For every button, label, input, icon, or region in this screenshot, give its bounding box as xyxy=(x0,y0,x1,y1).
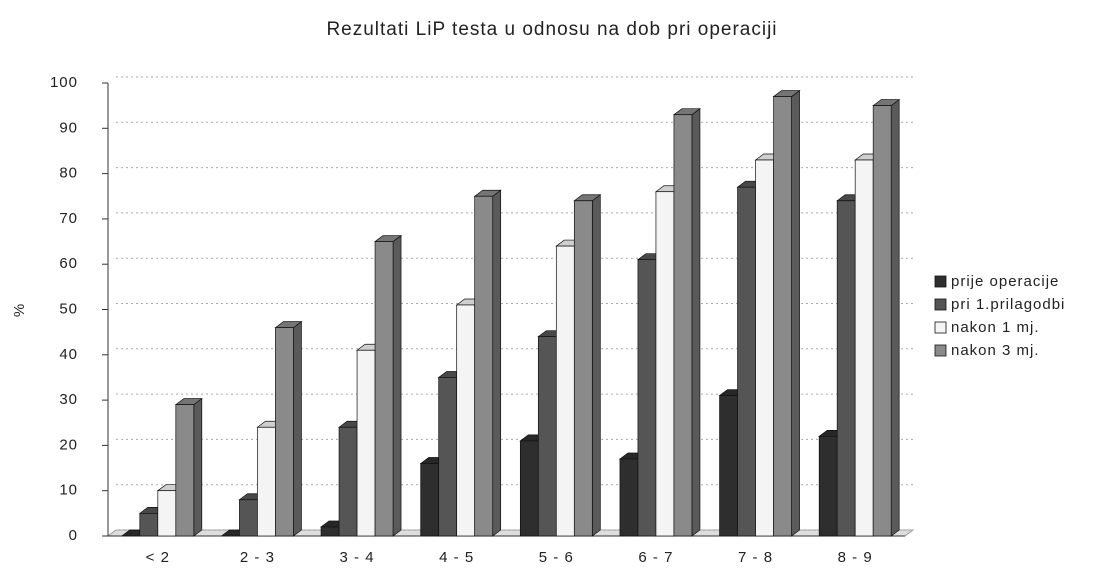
x-tick-label: 3 - 4 xyxy=(340,549,375,566)
y-tick-label: 100 xyxy=(50,74,78,91)
bar-side xyxy=(890,98,900,537)
legend-label: nakon 3 mj. xyxy=(951,342,1040,359)
bar xyxy=(456,304,476,537)
bar xyxy=(637,259,657,537)
bar xyxy=(773,96,792,537)
bar-side xyxy=(193,397,203,537)
legend-swatch xyxy=(934,321,947,334)
y-tick-label: 80 xyxy=(59,165,78,182)
bar xyxy=(420,463,440,537)
bar xyxy=(655,191,675,537)
bar-side xyxy=(293,320,302,537)
y-tick-label: 30 xyxy=(59,391,78,408)
bar xyxy=(537,336,557,537)
bar xyxy=(619,458,639,537)
bar xyxy=(175,404,195,537)
bar xyxy=(836,200,856,537)
y-tick-label: 40 xyxy=(59,346,78,363)
x-tick-label: 6 - 7 xyxy=(638,549,673,566)
y-axis-label: % xyxy=(11,303,28,317)
y-tick-label: 60 xyxy=(59,255,78,272)
bar xyxy=(555,245,575,537)
bar xyxy=(872,105,892,537)
bar xyxy=(474,195,494,537)
y-tick-label: 90 xyxy=(59,119,78,136)
legend-swatch xyxy=(934,344,947,357)
y-tick-label: 70 xyxy=(59,210,78,227)
bar xyxy=(374,241,394,537)
bar-side xyxy=(591,194,601,537)
bar xyxy=(275,327,294,537)
y-tick-label: 0 xyxy=(69,527,78,544)
x-tick-label: 5 - 6 xyxy=(539,549,574,566)
bar-side xyxy=(392,234,402,537)
y-tick-label: 50 xyxy=(59,300,78,317)
legend-swatch xyxy=(934,298,947,311)
bar xyxy=(755,159,774,537)
bar xyxy=(356,349,376,537)
bar xyxy=(854,159,874,537)
bar xyxy=(719,395,738,537)
bar xyxy=(438,377,458,537)
bar xyxy=(573,200,593,537)
x-tick-label: 2 - 3 xyxy=(240,549,275,566)
x-tick-label: 7 - 8 xyxy=(738,549,773,566)
bar-side xyxy=(492,189,502,537)
bar xyxy=(257,426,276,537)
y-tick-label: 10 xyxy=(59,482,78,499)
bar xyxy=(320,526,340,537)
bar xyxy=(737,186,756,537)
x-tick-label: 8 - 9 xyxy=(838,549,873,566)
x-tick-label: 4 - 5 xyxy=(439,549,474,566)
y-tick-label: 20 xyxy=(59,436,78,453)
legend-swatch xyxy=(934,275,947,288)
bar xyxy=(239,499,258,537)
chart-title: Rezultati LiP testa u odnosu na dob pri … xyxy=(326,19,777,40)
legend-label: nakon 1 mj. xyxy=(951,319,1040,336)
bar xyxy=(157,490,177,537)
bar xyxy=(673,114,693,537)
bar-side xyxy=(691,108,701,537)
bar xyxy=(338,426,358,537)
bar xyxy=(519,440,539,537)
bar-side xyxy=(791,89,800,537)
bar xyxy=(139,512,159,537)
bar xyxy=(818,435,838,537)
legend-label: pri 1.prilagodbi xyxy=(951,296,1065,313)
legend-label: prije operacije xyxy=(951,273,1059,290)
x-tick-label: < 2 xyxy=(146,549,170,566)
